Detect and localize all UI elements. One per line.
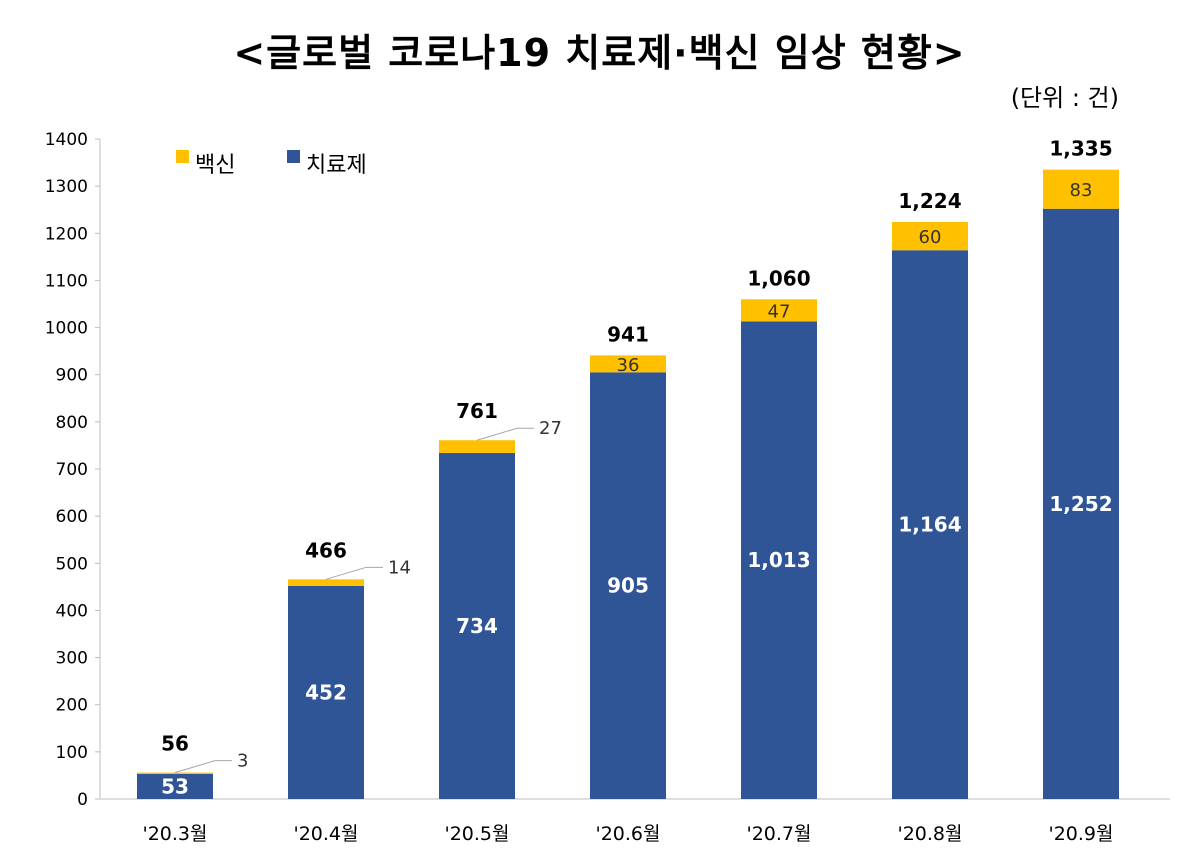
y-tick-label: 300 — [56, 649, 88, 669]
x-category-label: '20.8월 — [897, 823, 962, 845]
data-label-total: 1,224 — [898, 189, 961, 213]
unit-label: (단위 : 건) — [1010, 84, 1119, 112]
legend-label-treatment: 치료제 — [306, 153, 367, 178]
data-label-vaccine: 47 — [768, 301, 791, 322]
y-tick-label: 0 — [77, 790, 88, 810]
data-label-treatment: 452 — [305, 680, 347, 704]
leader-line — [174, 760, 232, 774]
bar-treatment — [590, 372, 666, 799]
bar-vaccine — [439, 440, 515, 453]
data-label-vaccine: 27 — [539, 418, 562, 439]
x-category-label: '20.5월 — [444, 823, 509, 845]
y-tick-label: 700 — [56, 460, 88, 480]
x-category-label: '20.4월 — [293, 823, 358, 845]
bar-treatment — [439, 452, 515, 799]
y-tick-label: 1200 — [45, 224, 88, 244]
y-tick-label: 1100 — [45, 271, 88, 291]
bar-treatment — [137, 774, 213, 799]
y-tick-label: 500 — [56, 554, 88, 574]
data-label-total: 941 — [607, 322, 649, 346]
bar-vaccine — [741, 299, 817, 322]
data-label-total: 1,335 — [1049, 137, 1112, 161]
bar-vaccine — [288, 579, 364, 586]
legend-swatch-treatment — [287, 150, 300, 163]
data-label-treatment: 1,013 — [747, 548, 810, 572]
bar-treatment — [892, 250, 968, 799]
data-label-treatment: 905 — [607, 574, 649, 598]
data-label-treatment: 734 — [456, 614, 498, 638]
legend: 백신 치료제 — [176, 150, 367, 178]
data-label-vaccine: 14 — [388, 557, 411, 578]
bar-vaccine — [590, 355, 666, 373]
bar-treatment — [741, 321, 817, 799]
data-label-vaccine: 83 — [1070, 180, 1093, 201]
data-label-vaccine: 36 — [617, 355, 640, 376]
x-category-label: '20.6월 — [595, 823, 660, 845]
leader-line — [476, 427, 534, 441]
legend-swatch-vaccine — [176, 150, 189, 163]
y-tick-label: 900 — [56, 366, 88, 386]
data-label-total: 1,060 — [747, 266, 810, 290]
data-label-total: 761 — [456, 399, 498, 423]
x-category-label: '20.9월 — [1048, 823, 1113, 845]
data-label-treatment: 53 — [161, 775, 189, 799]
data-label-total: 56 — [161, 732, 189, 756]
legend-label-vaccine: 백신 — [195, 153, 235, 178]
y-tick-label: 1000 — [45, 319, 88, 339]
leader-line — [325, 566, 383, 580]
data-label-vaccine: 3 — [237, 751, 248, 772]
chart-title: <글로벌 코로나19 치료제·백신 임상 현황> — [233, 31, 966, 75]
y-tick-label: 1400 — [45, 130, 88, 150]
bar-treatment — [1043, 208, 1119, 799]
bar-vaccine — [1043, 169, 1119, 209]
data-label-vaccine: 60 — [919, 227, 942, 248]
y-tick-label: 600 — [56, 507, 88, 527]
y-tick-label: 100 — [56, 743, 88, 763]
bar-vaccine — [137, 772, 213, 775]
y-tick-label: 800 — [56, 413, 88, 433]
y-tick-label: 200 — [56, 696, 88, 716]
bar-treatment — [288, 585, 364, 799]
data-label-treatment: 1,252 — [1049, 492, 1112, 516]
y-tick-label: 400 — [56, 601, 88, 621]
data-label-treatment: 1,164 — [898, 513, 961, 537]
y-tick-label: 1300 — [45, 177, 88, 197]
x-category-label: '20.3월 — [142, 823, 207, 845]
bar-vaccine — [892, 221, 968, 251]
data-label-total: 466 — [305, 538, 347, 562]
x-category-label: '20.7월 — [746, 823, 811, 845]
